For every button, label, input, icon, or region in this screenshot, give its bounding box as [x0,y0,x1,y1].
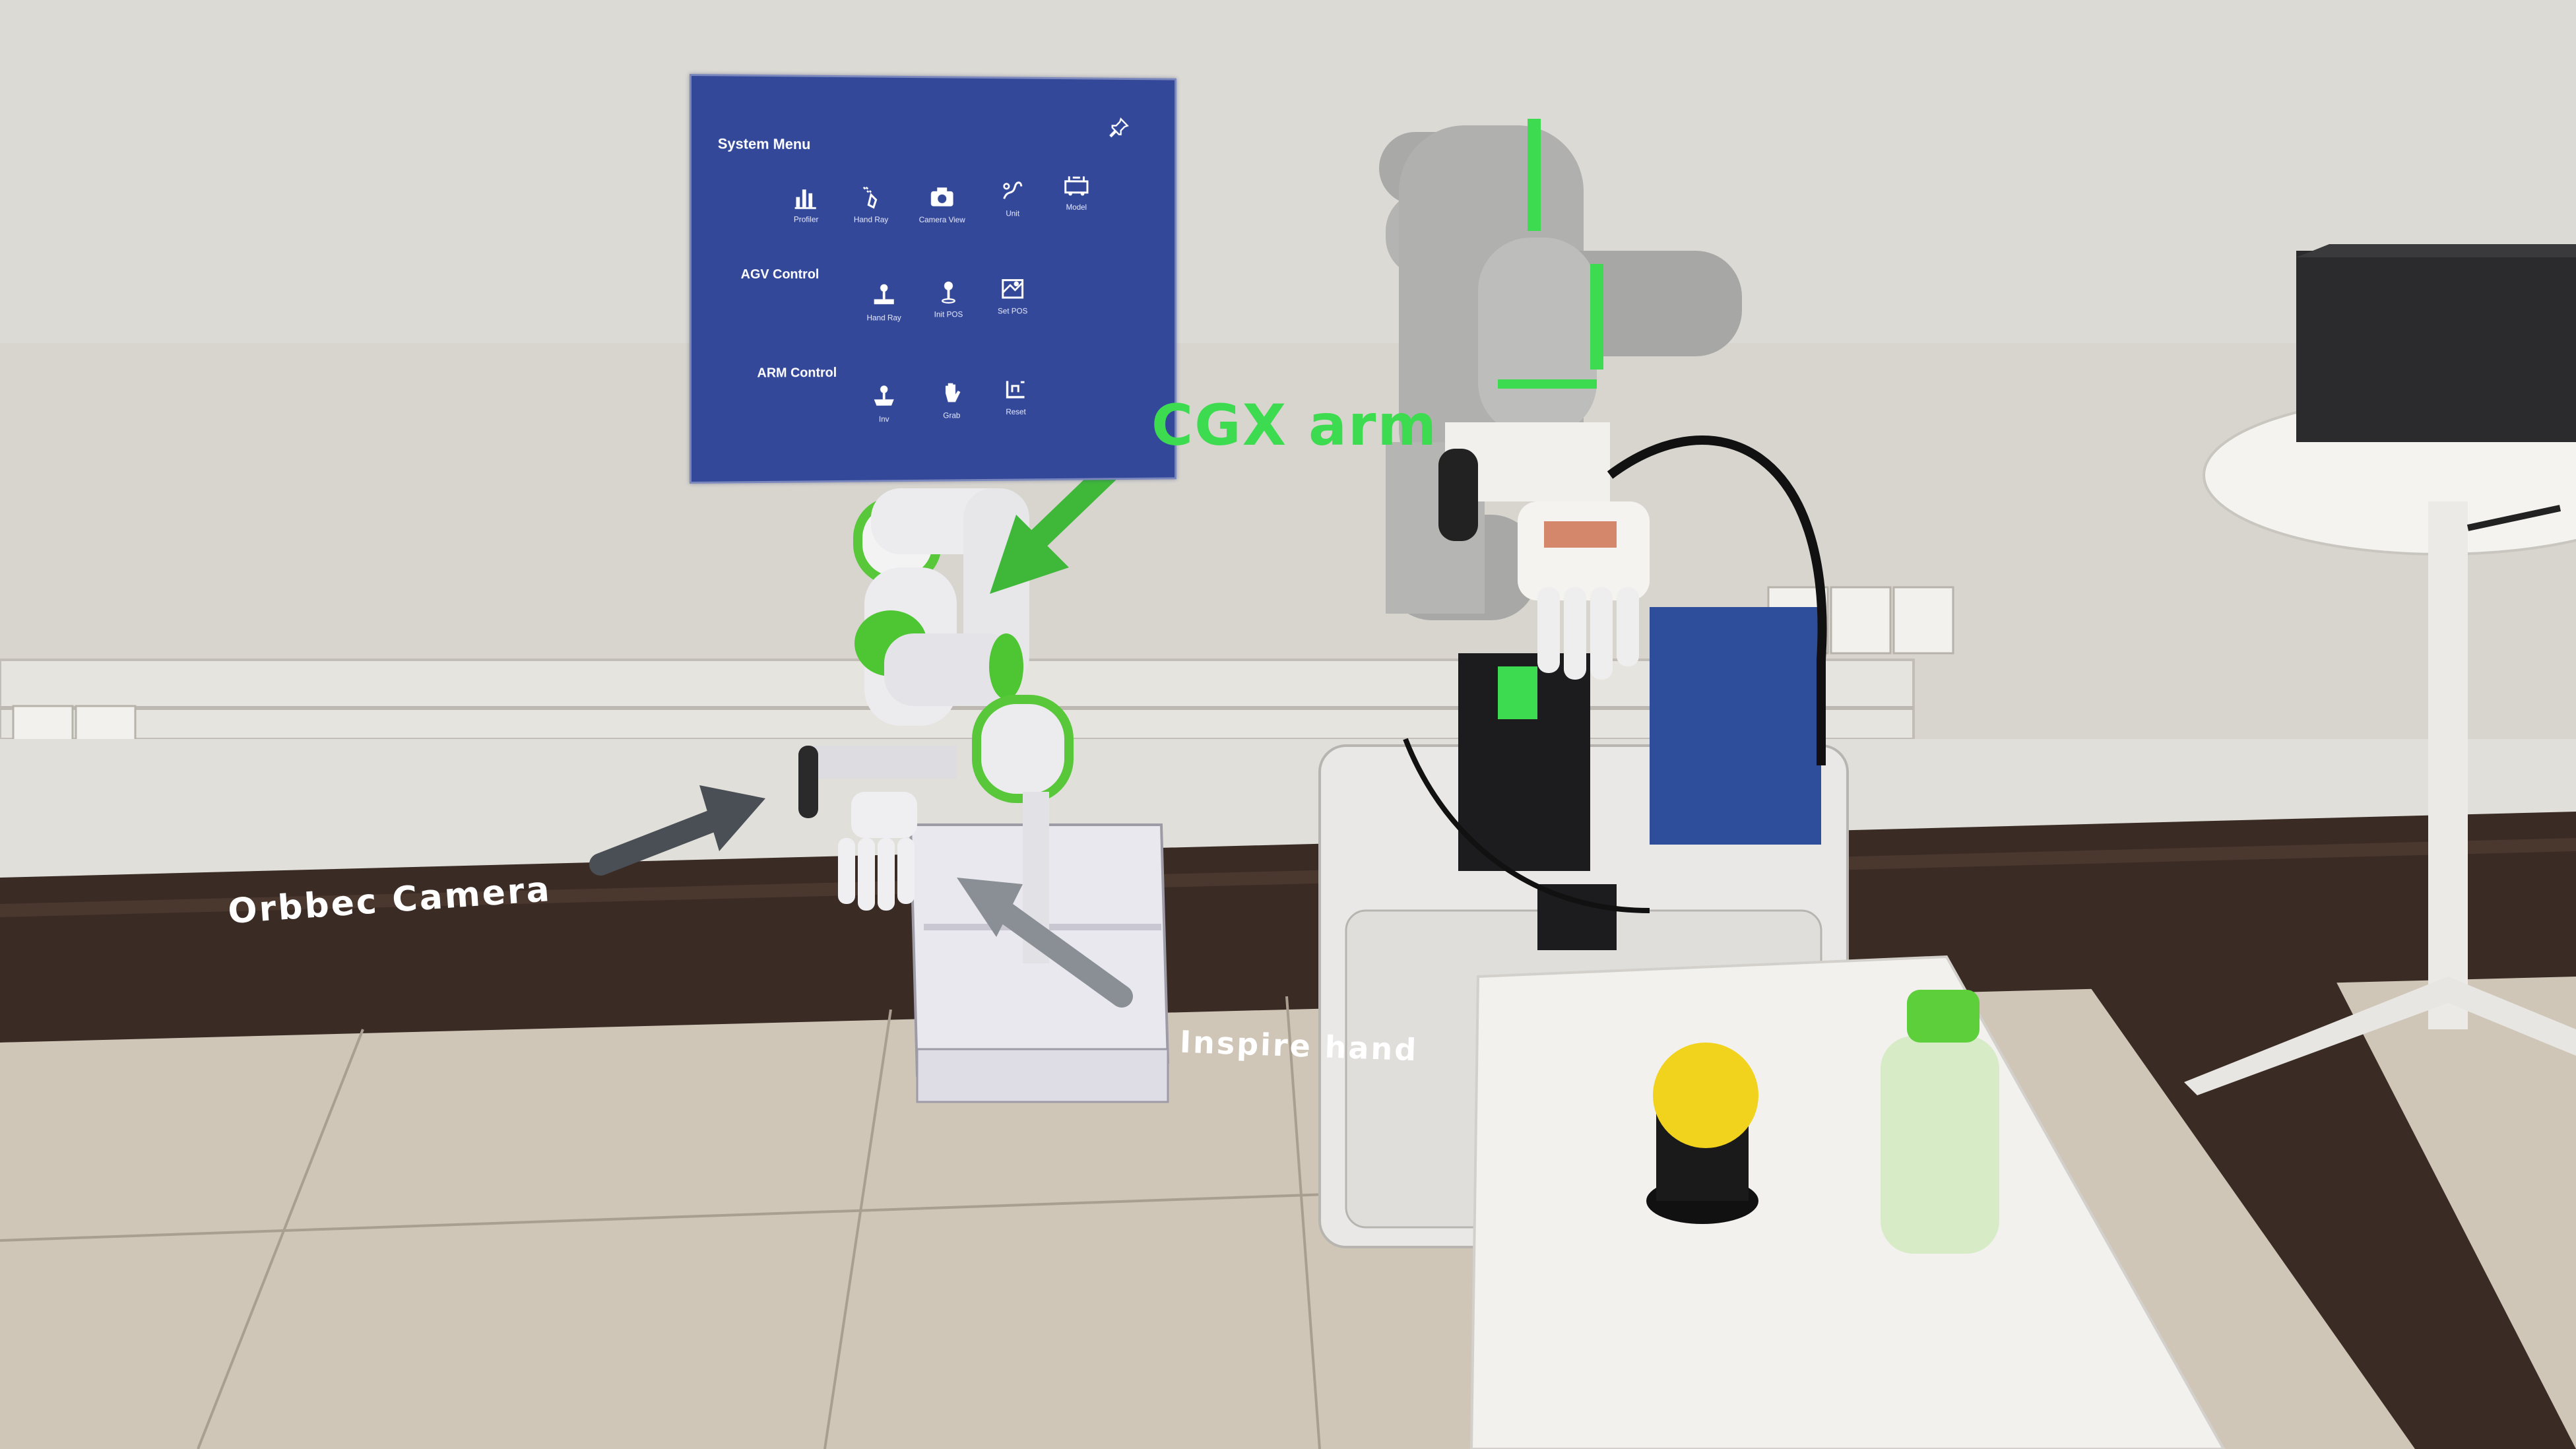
unit-icon [998,176,1027,207]
arm-control-title: ARM Control [757,366,837,381]
reset-label: Reset [981,407,1051,416]
camera-icon [927,183,957,213]
camera-view-button[interactable]: Camera View [907,182,977,241]
hand-ray-icon [856,182,886,212]
model-icon [1062,170,1091,200]
init-pos-label: Init POS [913,309,984,319]
profiler-label: Profiler [770,214,842,224]
hand-ray-label: Hand Ray [835,215,907,224]
pin-icon[interactable] [1108,116,1131,140]
model-button[interactable]: Model [1041,170,1111,229]
init-pos-icon [934,277,963,307]
joystick-icon [869,280,899,311]
hand-ray-button[interactable]: Hand Ray [835,182,907,242]
system-menu-title: System Menu [718,135,811,153]
grab-label: Grab [917,410,987,420]
grab-button[interactable]: Grab [917,378,987,437]
arm-inv-button[interactable]: Inv [849,381,920,441]
arm-joystick-icon [869,382,899,412]
agv-hand-ray-button[interactable]: Hand Ray [849,280,920,339]
system-menu-panel: System Menu Profiler Hand Ray Camera Vie… [690,74,1176,484]
agv-control-title: AGV Control [741,267,820,282]
init-pos-button[interactable]: Init POS [913,277,984,336]
unit-button[interactable]: Unit [977,176,1048,235]
agv-hand-ray-label: Hand Ray [849,313,920,322]
reset-button[interactable]: Reset [981,375,1051,434]
camera-view-label: Camera View [907,215,977,224]
unit-label: Unit [977,209,1048,218]
set-pos-icon [998,274,1027,304]
profiler-icon [791,182,821,212]
set-pos-label: Set POS [977,306,1048,315]
model-label: Model [1041,203,1111,212]
profiler-button[interactable]: Profiler [770,182,842,242]
set-pos-button[interactable]: Set POS [977,274,1048,333]
arm-inv-label: Inv [849,414,920,424]
reset-icon [1001,375,1031,405]
cgx-arm-label: CGX arm [1151,393,1438,459]
hand-icon [937,378,967,408]
